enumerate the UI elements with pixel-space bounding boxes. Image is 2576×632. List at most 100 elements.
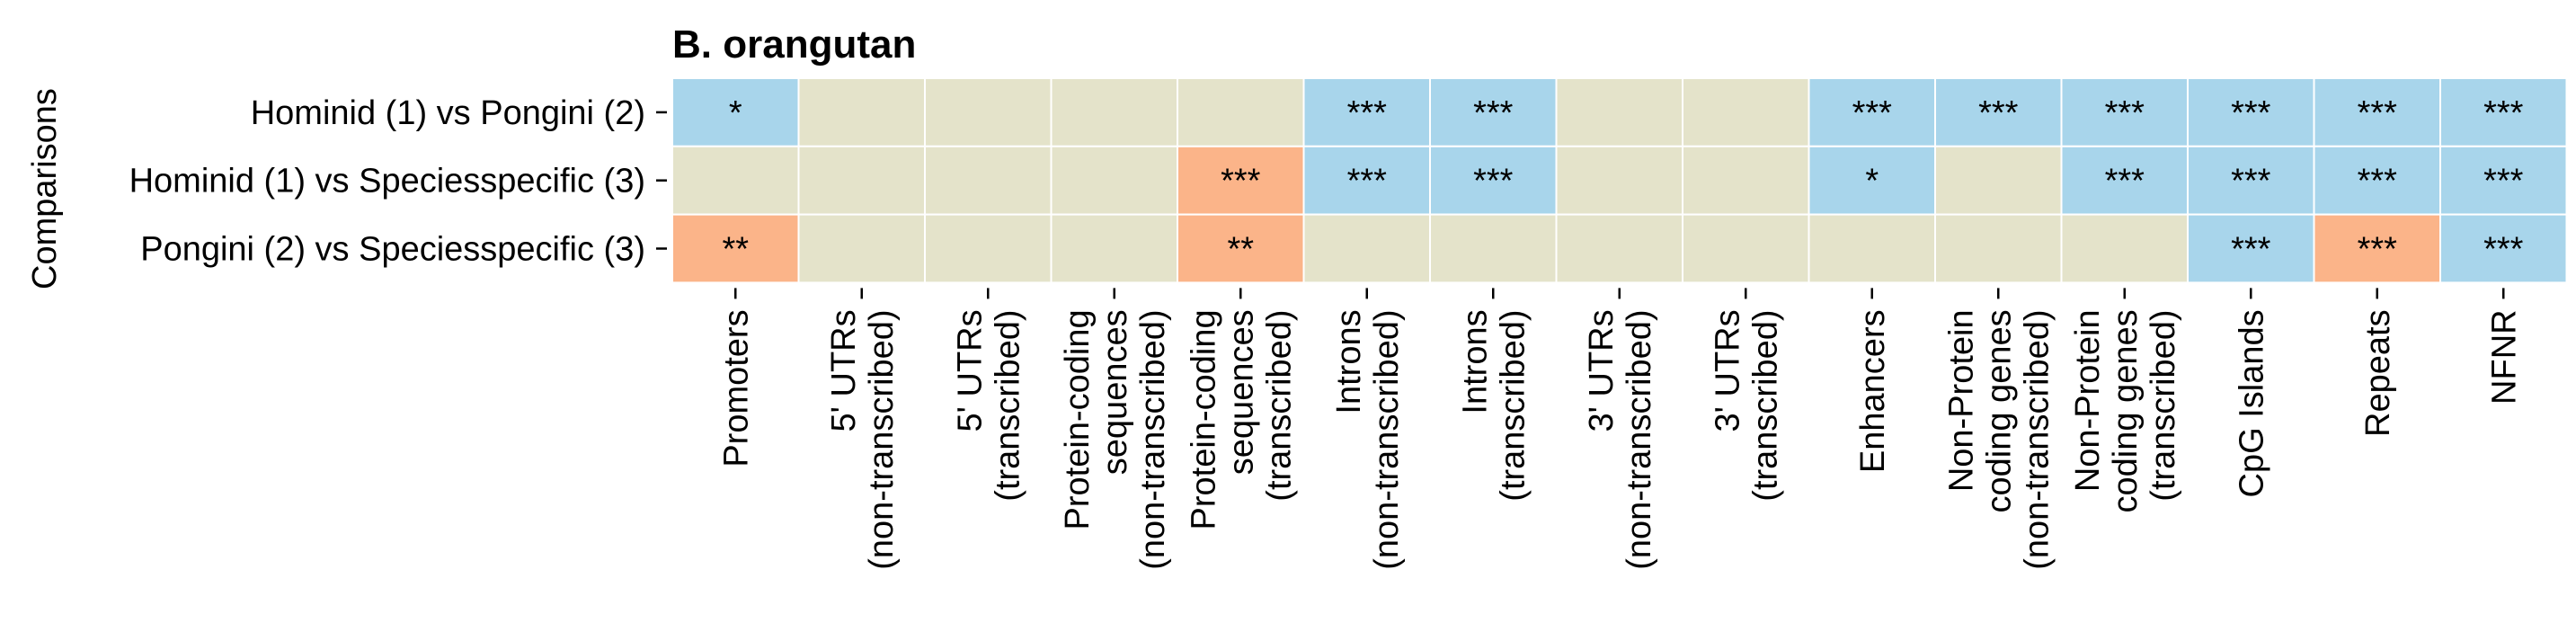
- heatmap-cell-r2-c1: [797, 213, 926, 284]
- y-axis-label: Comparisons: [26, 88, 64, 289]
- cell-significance-label: ***: [2483, 163, 2524, 200]
- cell-significance-label: ***: [2105, 163, 2145, 200]
- cell-significance-label: *: [1865, 163, 1879, 200]
- heatmap-cell-r1-c2: [924, 145, 1053, 216]
- heatmap-cell-r2-c14: [2439, 213, 2568, 284]
- column-label-line: coding genes: [1980, 309, 2018, 512]
- column-labels: Promoters 5' UTRs (non-transcribed) 5' UTRs…: [717, 288, 2523, 570]
- column-label-line: Protein-coding: [1059, 309, 1097, 530]
- heatmap-cell-r0-c5: [1302, 77, 1431, 147]
- chart-title: B. orangutan: [672, 22, 916, 67]
- column-label-line: sequences: [1222, 309, 1260, 475]
- heatmap-cell-r2-c13: [2313, 213, 2441, 284]
- column-label-line: (transcribed): [1746, 309, 1784, 501]
- heatmap-cell-r1-c13: [2313, 145, 2441, 216]
- column-label-line: coding genes: [2107, 309, 2145, 512]
- heatmap-cell-r2-c11: [2060, 213, 2189, 284]
- heatmap-cell-r0-c8: [1682, 77, 1810, 147]
- column-label-line: 5' UTRs: [825, 309, 863, 432]
- cell-significance-label: ***: [2105, 94, 2145, 132]
- heatmap-cell-r1-c3: [1050, 145, 1178, 216]
- heatmap-cell-r2-c3: [1050, 213, 1178, 284]
- column-label-line: (transcribed): [989, 309, 1026, 501]
- column-label-line: (transcribed): [2145, 309, 2182, 501]
- heatmap-cell-r0-c13: [2313, 77, 2441, 147]
- column-label-protein-coding-sequences-non-transcribed: Protein-coding sequences (non-transcribed): [1059, 309, 1172, 569]
- heatmap-cell-r2-c5: [1302, 213, 1431, 284]
- column-label-3-utrs-non-transcribed: 3' UTRs (non-transcribed): [1583, 309, 1658, 569]
- row-label-pongini-2-vs-speciesspecific-3: Pongini (2) vs Speciesspecific (3): [140, 231, 645, 269]
- cell-significance-label: ***: [2483, 94, 2524, 132]
- heatmap-cell-r0-c7: [1555, 77, 1683, 147]
- heatmap-cell-r1-c8: [1682, 145, 1810, 216]
- row-label-hominid-1-vs-speciesspecific-3: Hominid (1) vs Speciesspecific (3): [129, 163, 645, 200]
- heatmap-cell-r0-c1: [797, 77, 926, 147]
- heatmap-cell-r1-c4: [1177, 145, 1305, 216]
- heatmap-cell-r1-c1: [797, 145, 926, 216]
- heatmap-cell-r2-c10: [1934, 213, 2063, 284]
- heatmap-cell-r2-c4: [1177, 213, 1305, 284]
- heatmap-cell-r1-c10: [1934, 145, 2063, 216]
- heatmap-cell-r2-c7: [1555, 213, 1683, 284]
- column-label-line: 3' UTRs: [1583, 309, 1621, 432]
- cell-significance-label: ***: [2483, 231, 2524, 269]
- cell-significance-label: ***: [1852, 94, 1893, 132]
- heatmap-cell-r0-c3: [1050, 77, 1178, 147]
- cell-significance-label: ***: [2358, 231, 2398, 269]
- row-label-hominid-1-vs-pongini-2: Hominid (1) vs Pongini (2): [251, 94, 645, 132]
- cell-significance-label: ***: [2231, 231, 2271, 269]
- cell-significance-label: ***: [2358, 163, 2398, 200]
- column-label-line: 5' UTRs: [951, 309, 989, 432]
- column-label-line: (transcribed): [1260, 309, 1298, 501]
- column-label-nfnr: NFNR: [2485, 309, 2523, 405]
- heatmap-cell-r0-c6: [1429, 77, 1558, 147]
- column-label-line: CpG Islands: [2233, 309, 2270, 497]
- heatmap-cell-r2-c2: [924, 213, 1053, 284]
- column-label-repeats: Repeats: [2359, 309, 2397, 437]
- column-label-line: (non-transcribed): [1134, 309, 1172, 569]
- heatmap-cell-r1-c11: [2060, 145, 2189, 216]
- column-label-line: Protein-coding: [1185, 309, 1222, 530]
- column-label-introns-non-transcribed: Introns (non-transcribed): [1330, 309, 1406, 569]
- heatmap-cell-r1-c6: [1429, 145, 1558, 216]
- cell-significance-label: ***: [1221, 163, 1261, 200]
- column-label-line: 3' UTRs: [1709, 309, 1746, 432]
- cell-significance-label: ***: [1347, 94, 1388, 132]
- column-label-promoters: Promoters: [717, 309, 755, 467]
- column-label-5-utrs-transcribed: 5' UTRs (transcribed): [951, 309, 1026, 501]
- heatmap-cell-r2-c9: [1808, 213, 1936, 284]
- column-label-protein-coding-sequences-transcribed: Protein-coding sequences (transcribed): [1185, 309, 1298, 530]
- column-label-3-utrs-transcribed: 3' UTRs (transcribed): [1709, 309, 1784, 501]
- heatmap-cell-r0-c11: [2060, 77, 2189, 147]
- column-label-line: NFNR: [2485, 309, 2523, 405]
- column-label-line: (non-transcribed): [2018, 309, 2056, 569]
- column-label-line: (non-transcribed): [1368, 309, 1406, 569]
- column-label-line: (transcribed): [1494, 309, 1532, 501]
- row-labels: Hominid (1) vs Pongini (2) Hominid (1) vs…: [129, 94, 667, 269]
- column-label-line: Promoters: [717, 309, 755, 467]
- cell-significance-label: ***: [1347, 163, 1388, 200]
- cell-significance-label: ***: [1473, 94, 1514, 132]
- cell-significance-label: ***: [1978, 94, 2019, 132]
- heatmap-cell-r0-c4: [1177, 77, 1305, 147]
- heatmap-cell-r2-c8: [1682, 213, 1810, 284]
- heatmap-cell-r1-c0: [671, 145, 800, 216]
- heatmap-cell-r2-c0: [671, 213, 800, 284]
- column-label-non-protein-coding-genes-transcribed: Non-Protein coding genes (transcribed): [2069, 309, 2182, 512]
- cell-significance-label: ***: [2231, 163, 2271, 200]
- column-label-5-utrs-non-transcribed: 5' UTRs (non-transcribed): [825, 309, 901, 569]
- column-label-cpg-islands: CpG Islands: [2233, 309, 2270, 497]
- column-label-line: (non-transcribed): [1621, 309, 1658, 569]
- heatmap-cell-r1-c14: [2439, 145, 2568, 216]
- column-label-line: sequences: [1097, 309, 1134, 475]
- heatmap-cells: * *** *** *** *** *** *** *** ****** *** *** * *** **…: [671, 77, 2568, 284]
- cell-significance-label: *: [729, 94, 742, 132]
- column-label-line: Introns: [1330, 309, 1368, 414]
- heatmap-cell-r1-c7: [1555, 145, 1683, 216]
- cell-significance-label: **: [1227, 231, 1254, 269]
- column-label-non-protein-coding-genes-non-transcribed: Non-Protein coding genes (non-transcribed): [1942, 309, 2056, 569]
- cell-significance-label: **: [722, 231, 749, 269]
- cell-significance-label: ***: [1473, 163, 1514, 200]
